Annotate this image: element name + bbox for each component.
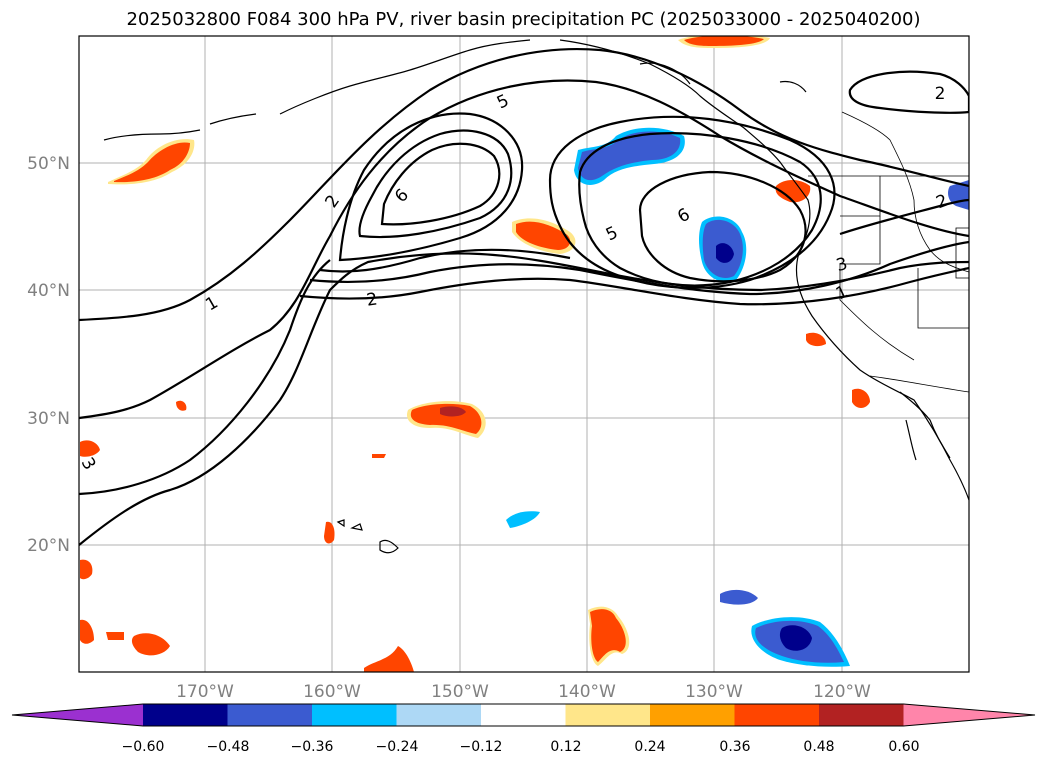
lon-label-160w: 160°W <box>303 682 361 702</box>
colorbar-tick-label: −0.48 <box>207 739 250 755</box>
coastlines <box>103 39 969 554</box>
colorbar-tick-label: −0.24 <box>376 739 419 755</box>
colorbar-segment <box>143 704 228 726</box>
colorbar-segment <box>312 704 397 726</box>
pv-contours <box>79 47 969 546</box>
colorbar-tick-label: 0.60 <box>888 739 919 755</box>
lon-label-150w: 150°W <box>431 682 489 702</box>
colorbar-segment <box>734 704 820 726</box>
colorbar-segment <box>819 704 904 726</box>
lat-label-30n: 30°N <box>27 409 70 429</box>
colorbar-tick-label: 0.24 <box>634 739 665 755</box>
colorbar-tick-label: −0.12 <box>460 739 503 755</box>
lat-label-40n: 40°N <box>27 281 70 301</box>
colorbar-tick-label: 0.12 <box>550 739 581 755</box>
contour-label: 3 <box>834 254 850 276</box>
colorbar-segment <box>481 704 566 726</box>
negative-anomaly-areas <box>506 127 969 667</box>
contour-labels: 1 2 2 5 6 5 6 2 2 3 1 3 <box>79 84 951 474</box>
latitude-labels: 50°N 40°N 30°N 20°N <box>27 154 70 556</box>
colorbar <box>11 703 1036 727</box>
colorbar-segment <box>227 704 313 726</box>
colorbar-tick-label: −0.36 <box>291 739 334 755</box>
colorbar-segment <box>396 704 482 726</box>
colorbar-segment <box>650 704 735 726</box>
colorbar-tick-label: 0.36 <box>719 739 750 755</box>
map-frame <box>78 35 970 673</box>
lat-label-50n: 50°N <box>27 154 70 174</box>
colorbar-ticks: −0.60 −0.48 −0.36 −0.24 −0.12 0.12 0.24 … <box>122 739 920 755</box>
map-area <box>79 36 969 672</box>
contour-label: 2 <box>365 289 379 310</box>
colorbar-outline <box>11 703 1036 727</box>
colorbar-extend-high <box>903 704 1035 726</box>
gridlines <box>79 36 969 672</box>
lon-label-170w: 170°W <box>176 682 234 702</box>
lon-label-120w: 120°W <box>813 682 871 702</box>
positive-anomaly-areas <box>80 36 870 672</box>
contour-label: 2 <box>935 84 946 104</box>
borders <box>808 111 969 393</box>
lat-label-20n: 20°N <box>27 536 70 556</box>
figure-title: 2025032800 F084 300 hPa PV, river basin … <box>126 9 921 30</box>
longitude-labels: 170°W 160°W 150°W 140°W 130°W 120°W <box>176 682 871 702</box>
precip-shading <box>80 36 969 672</box>
lon-label-130w: 130°W <box>685 682 743 702</box>
colorbar-tick-label: −0.60 <box>122 739 165 755</box>
colorbar-tick-label: 0.48 <box>803 739 834 755</box>
colorbar-extend-low <box>12 704 143 726</box>
colorbar-segment <box>565 704 651 726</box>
lon-label-140w: 140°W <box>558 682 616 702</box>
